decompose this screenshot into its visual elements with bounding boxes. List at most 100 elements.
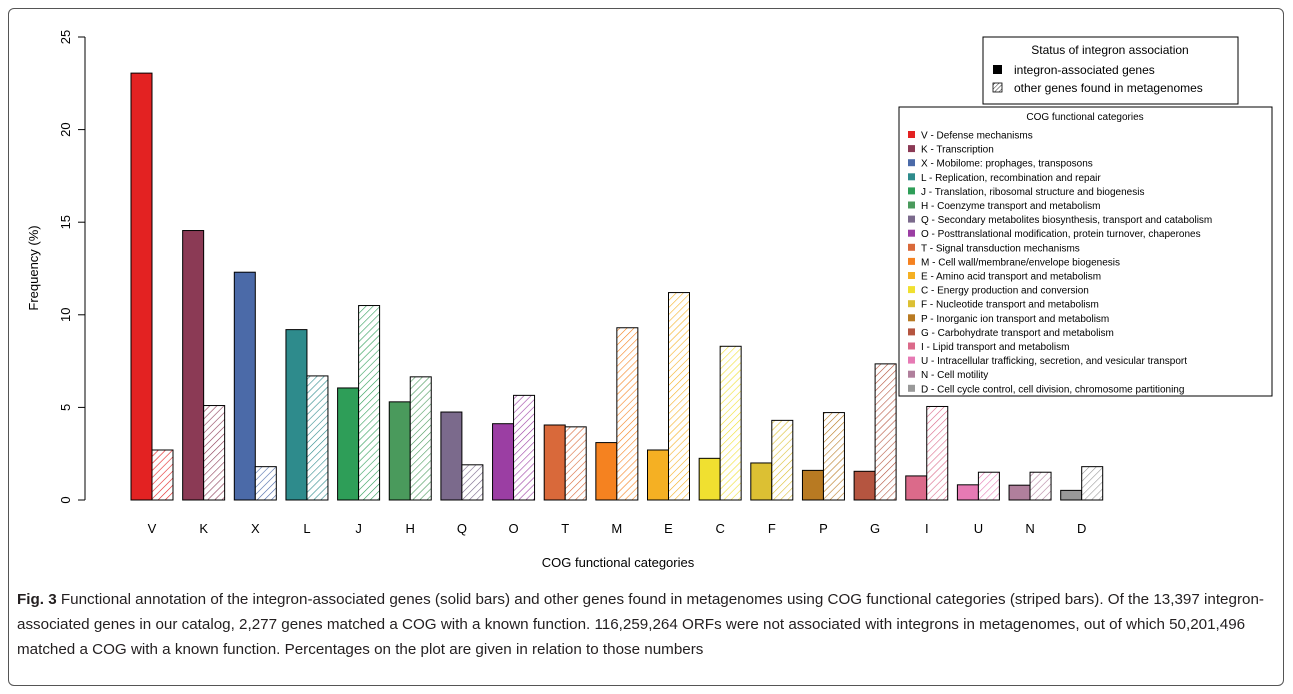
x-tick-label: K xyxy=(199,521,208,536)
x-tick-label: N xyxy=(1025,521,1034,536)
x-tick-label: C xyxy=(715,521,724,536)
bar-other-H xyxy=(409,376,432,501)
legend-cog-item: L - Replication, recombination and repai… xyxy=(921,173,1101,184)
x-tick-label: M xyxy=(611,521,622,536)
x-tick-label: E xyxy=(664,521,673,536)
legend-status-item: integron-associated genes xyxy=(1014,63,1155,77)
legend-cog-swatch xyxy=(908,187,915,195)
legend-cog: COG functional categories V - Defense mec… xyxy=(898,106,1273,397)
legend-cog-swatch xyxy=(908,243,915,251)
legend-cog-swatch xyxy=(908,314,915,322)
bar-integron-X xyxy=(233,271,256,501)
legend-cog-box xyxy=(898,106,1273,397)
y-tick-label: 25 xyxy=(58,30,73,44)
x-tick-label: O xyxy=(508,521,518,536)
bar-other-V xyxy=(151,449,174,501)
bar-integron-J xyxy=(337,387,360,501)
bar-other-L xyxy=(306,375,329,501)
legend-status: Status of integron association integron-a… xyxy=(982,36,1239,105)
bars xyxy=(130,72,1104,501)
bar-other-I xyxy=(926,405,949,501)
legend-cog-item: V - Defense mechanisms xyxy=(921,131,1033,142)
x-tick-label: D xyxy=(1077,521,1086,536)
legend-cog-item: C - Energy production and conversion xyxy=(921,286,1089,297)
legend-cog-swatch xyxy=(908,201,915,209)
legend-cog-swatch xyxy=(908,370,915,378)
x-tick-label: F xyxy=(768,521,776,536)
y-tick-label: 5 xyxy=(58,404,73,411)
bar-other-N xyxy=(1029,471,1052,501)
bar-integron-N xyxy=(1008,484,1031,501)
bar-integron-H xyxy=(388,401,411,501)
bar-integron-L xyxy=(285,329,308,501)
legend-cog-item: U - Intracellular trafficking, secretion… xyxy=(921,356,1187,367)
x-tick-label: Q xyxy=(457,521,467,536)
legend-cog-item: F - Nucleotide transport and metabolism xyxy=(921,300,1099,311)
legend-cog-swatch xyxy=(908,300,915,308)
bar-other-F xyxy=(771,419,794,501)
bar-other-O xyxy=(513,394,536,501)
x-tick-label: U xyxy=(974,521,983,536)
x-tick-label: G xyxy=(870,521,880,536)
bar-integron-Q xyxy=(440,411,463,501)
bar-integron-I xyxy=(905,475,928,501)
x-tick-label: P xyxy=(819,521,828,536)
legend-cog-item: M - Cell wall/membrane/envelope biogenes… xyxy=(921,257,1120,268)
caption-label: Fig. 3 xyxy=(17,591,57,608)
legend-cog-item: X - Mobilome: prophages, transposons xyxy=(921,159,1093,170)
x-tick-label: V xyxy=(148,521,157,536)
legend-cog-item: H - Coenzyme transport and metabolism xyxy=(921,201,1101,212)
y-axis-label: Frequency (%) xyxy=(26,225,41,310)
legend-cog-item: J - Translation, ribosomal structure and… xyxy=(921,187,1144,198)
legend-cog-swatch xyxy=(908,328,915,336)
legend-cog-swatch xyxy=(908,257,915,265)
legend-status-title: Status of integron association xyxy=(1031,43,1188,57)
legend-cog-swatch xyxy=(908,384,915,392)
x-tick-label: I xyxy=(925,521,929,536)
y-tick-label: 0 xyxy=(58,496,73,503)
caption-text: Functional annotation of the integron-as… xyxy=(17,591,1264,658)
legend-cog-item: G - Carbohydrate transport and metabolis… xyxy=(921,328,1114,339)
bar-integron-K xyxy=(182,230,205,501)
x-tick-label: T xyxy=(561,521,569,536)
legend-cog-swatch xyxy=(908,356,915,364)
figure-caption: Fig. 3 Functional annotation of the inte… xyxy=(17,587,1272,662)
legend-cog-swatch xyxy=(908,215,915,223)
legend-status-item: other genes found in metagenomes xyxy=(1014,81,1203,95)
x-tick-label: J xyxy=(355,521,362,536)
legend-cog-swatch xyxy=(908,173,915,181)
legend-status-box xyxy=(982,36,1239,105)
bar-integron-V xyxy=(130,72,153,501)
legend-cog-swatch xyxy=(908,342,915,350)
bar-other-T xyxy=(564,426,587,501)
legend-cog-swatch xyxy=(908,286,915,294)
bar-integron-U xyxy=(956,484,979,501)
bar-chart: 0 5 10 15 20 25 V K X L J H Q O T M E C F P G I U N D Frequency… xyxy=(26,30,1273,570)
figure-frame xyxy=(8,8,1284,686)
y-axis: 0 5 10 15 20 25 xyxy=(58,30,86,504)
legend-cog-swatch xyxy=(908,159,915,167)
legend-cog-item: E - Amino acid transport and metabolism xyxy=(921,272,1101,283)
bar-integron-M xyxy=(595,442,618,501)
bar-other-P xyxy=(822,412,845,501)
bar-other-Q xyxy=(461,464,484,501)
bar-other-C xyxy=(719,345,742,501)
bar-integron-E xyxy=(647,449,669,501)
legend-cog-swatch xyxy=(908,131,915,138)
x-tick-label: H xyxy=(406,521,415,536)
bar-integron-D xyxy=(1060,489,1083,501)
bar-integron-T xyxy=(543,424,566,501)
bar-other-E xyxy=(668,292,690,501)
bar-integron-F xyxy=(750,462,773,501)
x-tick-label: X xyxy=(251,521,260,536)
legend-cog-item: N - Cell motility xyxy=(921,370,988,381)
legend-solid-swatch xyxy=(993,65,1002,74)
bar-other-D xyxy=(1081,466,1104,501)
legend-cog-item: I - Lipid transport and metabolism xyxy=(921,342,1069,353)
legend-cog-item: T - Signal transduction mechanisms xyxy=(921,243,1080,254)
y-tick-label: 20 xyxy=(58,122,73,136)
bar-integron-O xyxy=(492,423,515,501)
y-tick-label: 15 xyxy=(58,215,73,229)
legend-cog-item: Q - Secondary metabolites biosynthesis, … xyxy=(921,215,1212,226)
legend-cog-item: D - Cell cycle control, cell division, c… xyxy=(921,384,1184,395)
